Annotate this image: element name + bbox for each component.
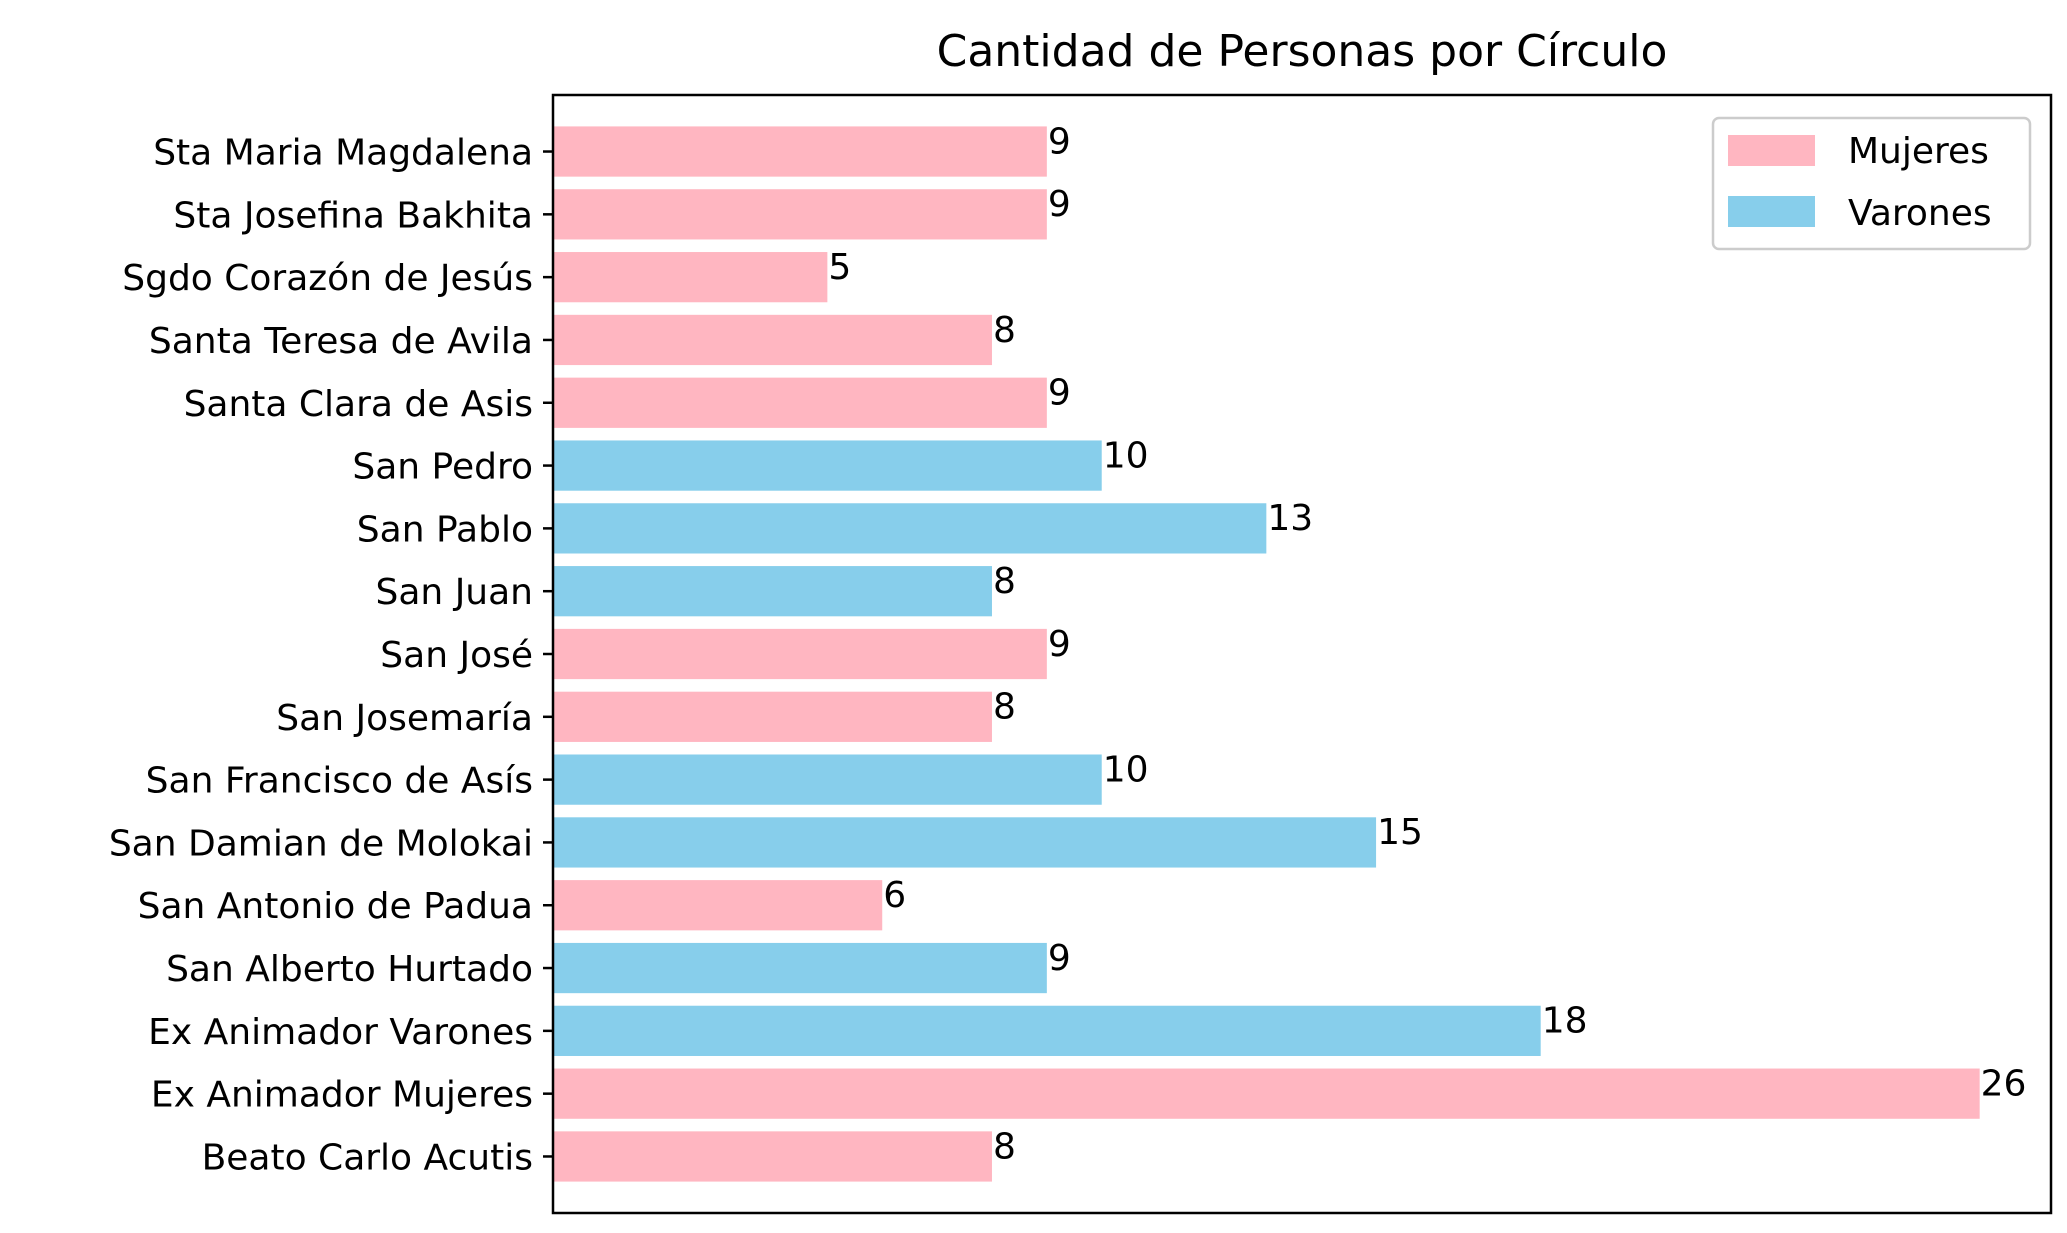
bar-san-josemaria (553, 691, 992, 742)
bar-san-pablo (553, 503, 1267, 554)
value-label-san-jose: 9 (1048, 624, 1071, 665)
bar-san-juan (553, 566, 992, 617)
value-label-beato-carlo-acutis: 8 (993, 1126, 1016, 1167)
plot-frame (551, 93, 2053, 1215)
bar-san-francisco-de-asis (553, 754, 1102, 805)
y-tick-label-ex-animador-varones: Ex Animador Varones (148, 1012, 533, 1053)
value-label-san-juan: 8 (993, 561, 1016, 602)
y-tick-label-san-francisco-de-asis: San Francisco de Asís (146, 761, 533, 802)
value-label-ex-animador-varones: 18 (1542, 1001, 1588, 1042)
bar-ex-animador-mujeres (553, 1068, 1980, 1119)
value-label-sgdo-corazon-de-jesus: 5 (828, 247, 851, 288)
value-label-san-alberto-hurtado: 9 (1048, 938, 1071, 979)
bar-san-jose (553, 628, 1047, 680)
bar-santa-clara-de-asis (553, 377, 1047, 428)
bar-ex-animador-varones (553, 1005, 1541, 1056)
bar-san-antonio-de-padua (553, 880, 883, 931)
value-label-ex-animador-mujeres: 26 (1981, 1063, 2027, 1104)
value-label-san-pablo: 13 (1267, 498, 1313, 539)
y-tick-label-san-antonio-de-padua: San Antonio de Padua (138, 886, 533, 927)
y-tick-label-san-jose: San José (380, 635, 533, 676)
bars-layer (553, 126, 1980, 1182)
y-tick-label-san-juan: San Juan (376, 572, 533, 613)
legend: Mujeres Varones (1711, 116, 2032, 251)
y-tick-label-san-alberto-hurtado: San Alberto Hurtado (166, 949, 533, 990)
legend-swatch-mujeres (1728, 135, 1815, 166)
legend-label-mujeres: Mujeres (1848, 131, 1989, 172)
y-tick-label-sta-maria-magdalena: Sta Maria Magdalena (153, 133, 533, 174)
bar-san-pedro (553, 440, 1102, 491)
y-tick-label-sta-josefina-bakhita: Sta Josefina Bakhita (173, 195, 533, 236)
value-label-santa-clara-de-asis: 9 (1048, 373, 1071, 414)
bar-beato-carlo-acutis (553, 1131, 992, 1182)
value-label-san-damian-de-molokai: 15 (1377, 812, 1423, 853)
bar-san-damian-de-molokai (553, 817, 1377, 868)
legend-label-varones: Varones (1848, 193, 1992, 234)
bar-santa-teresa-de-avila (553, 314, 992, 366)
y-tick-label-san-damian-de-molokai: San Damian de Molokai (109, 823, 533, 864)
bar-sta-josefina-bakhita (553, 189, 1047, 240)
value-label-san-francisco-de-asis: 10 (1103, 749, 1149, 790)
value-label-sta-josefina-bakhita: 9 (1048, 184, 1071, 225)
y-tick-label-san-josemaria: San Josemaría (276, 698, 533, 739)
y-tick-label-sgdo-corazon-de-jesus: Sgdo Corazón de Jesús (122, 258, 533, 299)
chart-title: Cantidad de Personas por Círculo (937, 26, 1668, 77)
bar-sgdo-corazon-de-jesus (553, 252, 828, 303)
value-label-san-antonio-de-padua: 6 (883, 875, 906, 916)
value-label-santa-teresa-de-avila: 8 (993, 310, 1016, 351)
y-tick-label-santa-teresa-de-avila: Santa Teresa de Avila (149, 321, 533, 362)
y-tick-label-san-pablo: San Pablo (357, 509, 533, 550)
value-label-sta-maria-magdalena: 9 (1048, 121, 1071, 162)
y-axis-ticks: Beato Carlo Acutis Ex Animador Mujeres Ex … (109, 133, 553, 1178)
y-tick-label-san-pedro: San Pedro (352, 447, 533, 488)
bar-sta-maria-magdalena (553, 126, 1047, 177)
y-tick-label-beato-carlo-acutis: Beato Carlo Acutis (202, 1137, 533, 1178)
value-label-san-pedro: 10 (1103, 435, 1149, 476)
bar-san-alberto-hurtado (553, 942, 1047, 994)
y-tick-label-santa-clara-de-asis: Santa Clara de Asis (184, 384, 533, 425)
legend-swatch-varones (1728, 196, 1815, 227)
value-label-san-josemaria: 8 (993, 687, 1016, 728)
y-tick-label-ex-animador-mujeres: Ex Animador Mujeres (151, 1075, 533, 1116)
